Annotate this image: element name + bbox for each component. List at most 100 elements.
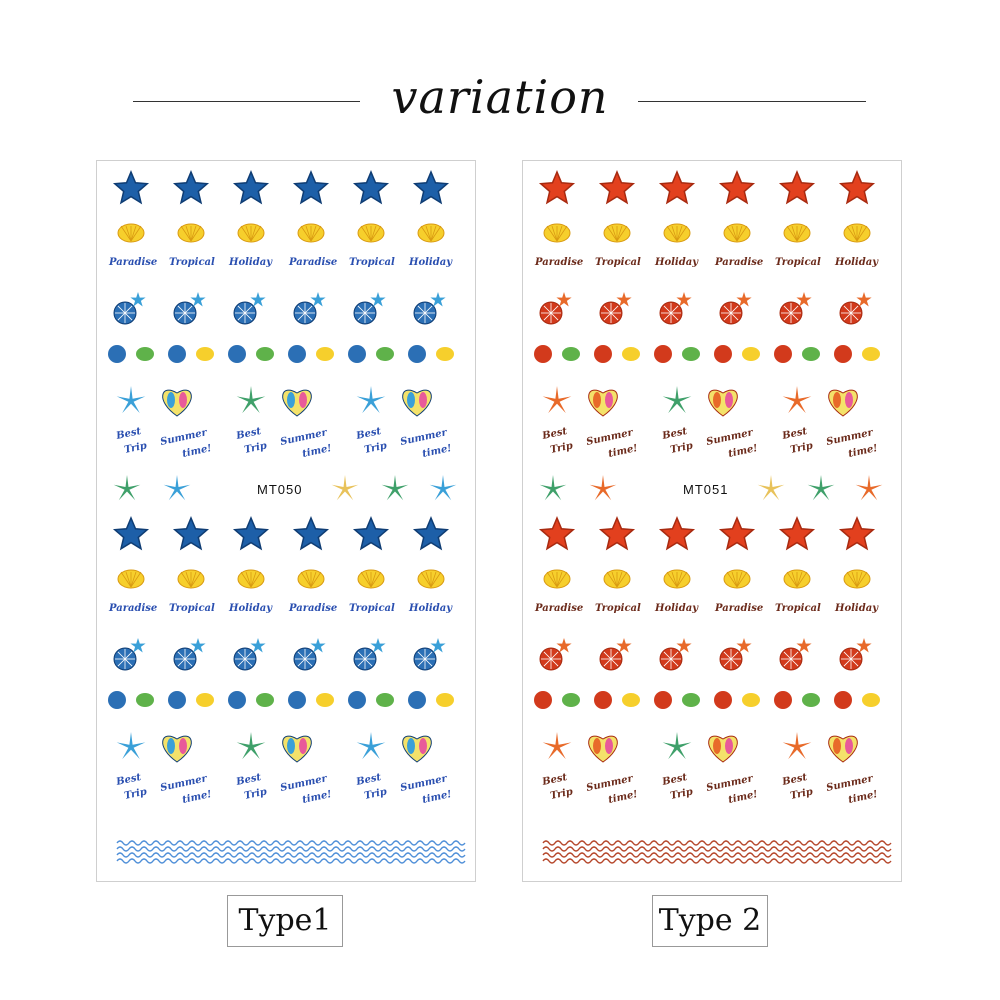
seashell-icon xyxy=(417,223,445,243)
starfish-icon xyxy=(538,170,576,205)
starfish-icon xyxy=(778,170,816,205)
starfish-icon xyxy=(236,386,266,414)
sea-urchin-icon xyxy=(659,638,692,671)
seashell-icon xyxy=(622,693,640,707)
sea-urchin-icon xyxy=(594,691,612,709)
sea-urchin-icon xyxy=(413,292,446,325)
sticker-word: Tropical xyxy=(775,257,821,268)
wave-border-icon xyxy=(542,840,892,864)
seashell-icon xyxy=(297,223,325,243)
sticker-word: Trip xyxy=(363,786,388,801)
seashell-icon xyxy=(783,223,811,243)
title-rule-right xyxy=(638,101,866,102)
seashell-icon xyxy=(316,347,334,361)
sticker-word: Best xyxy=(114,772,142,788)
sea-urchin-icon xyxy=(173,292,206,325)
sticker-word: Trip xyxy=(123,440,148,455)
sticker-sheet-type1: Paradise Tropical Holiday Paradise Tropical H… xyxy=(96,160,476,882)
sticker-word: Paradise xyxy=(714,257,763,268)
sticker-word: Paradise xyxy=(288,257,337,268)
seashell-icon xyxy=(543,223,571,243)
starfish-icon xyxy=(662,386,692,414)
starfish-icon xyxy=(412,516,450,551)
seashell-icon xyxy=(802,693,820,707)
starfish-icon xyxy=(598,516,636,551)
sea-urchin-icon xyxy=(233,292,266,325)
sticker-word: Holiday xyxy=(408,257,453,268)
starfish-icon xyxy=(172,516,210,551)
seashell-icon xyxy=(237,569,265,589)
sticker-word: Tropical xyxy=(169,257,215,268)
sticker-word: Paradise xyxy=(714,603,763,614)
sticker-word: Best xyxy=(660,772,688,788)
sticker-word: Paradise xyxy=(534,603,583,614)
sea-urchin-icon xyxy=(353,638,386,671)
seashell-icon xyxy=(742,693,760,707)
starfish-icon xyxy=(542,386,572,414)
wave-border-icon xyxy=(116,840,466,864)
seashell-icon xyxy=(316,693,334,707)
sea-urchin-icon xyxy=(168,345,186,363)
seashell-icon xyxy=(682,693,700,707)
seashell-icon xyxy=(357,223,385,243)
flip-flops-heart-icon xyxy=(402,735,432,763)
seashell-icon xyxy=(742,347,760,361)
sticker-word: Best xyxy=(114,426,142,442)
seashell-icon xyxy=(196,693,214,707)
sticker-sheet-type2: Paradise Tropical Holiday Paradise Tropical H… xyxy=(522,160,902,882)
sea-urchin-icon xyxy=(539,638,572,671)
starfish-icon xyxy=(292,170,330,205)
seashell-icon xyxy=(843,223,871,243)
sea-urchin-icon xyxy=(293,292,326,325)
type1-label: Type1 xyxy=(227,895,343,947)
starfish-icon xyxy=(778,516,816,551)
starfish-icon xyxy=(429,475,457,501)
sticker-word: Tropical xyxy=(349,603,395,614)
sticker-word: Best xyxy=(540,772,568,788)
sea-urchin-icon xyxy=(599,638,632,671)
sticker-word: Best xyxy=(234,772,262,788)
seashell-icon xyxy=(376,347,394,361)
sticker-word: Best xyxy=(354,426,382,442)
sea-urchin-icon xyxy=(779,292,812,325)
starfish-icon xyxy=(838,170,876,205)
starfish-icon xyxy=(112,170,150,205)
flip-flops-heart-icon xyxy=(828,389,858,417)
sticker-word: Tropical xyxy=(595,603,641,614)
seashell-icon xyxy=(663,569,691,589)
sticker-word: Paradise xyxy=(288,603,337,614)
sea-urchin-icon xyxy=(654,691,672,709)
flip-flops-heart-icon xyxy=(402,389,432,417)
sticker-word: time! xyxy=(847,443,878,460)
starfish-icon xyxy=(718,516,756,551)
seashell-icon xyxy=(783,569,811,589)
seashell-icon xyxy=(417,569,445,589)
sticker-word: Best xyxy=(780,426,808,442)
sticker-word: Trip xyxy=(363,440,388,455)
sticker-word: Tropical xyxy=(349,257,395,268)
starfish-icon xyxy=(658,170,696,205)
sea-urchin-icon xyxy=(834,691,852,709)
sticker-word: Trip xyxy=(549,440,574,455)
sticker-word: time! xyxy=(181,789,212,806)
sticker-word: Tropical xyxy=(595,257,641,268)
flip-flops-heart-icon xyxy=(828,735,858,763)
sea-urchin-icon xyxy=(108,345,126,363)
sea-urchin-icon xyxy=(348,345,366,363)
starfish-icon xyxy=(352,516,390,551)
sticker-word: Holiday xyxy=(228,257,273,268)
seashell-icon xyxy=(562,693,580,707)
seashell-icon xyxy=(603,223,631,243)
sticker-word: Paradise xyxy=(534,257,583,268)
seashell-icon xyxy=(256,347,274,361)
flip-flops-heart-icon xyxy=(162,735,192,763)
starfish-icon xyxy=(539,475,567,501)
starfish-icon xyxy=(236,732,266,760)
title-rule-left xyxy=(133,101,360,102)
sea-urchin-icon xyxy=(654,345,672,363)
seashell-icon xyxy=(723,569,751,589)
sea-urchin-icon xyxy=(288,691,306,709)
sea-urchin-icon xyxy=(228,345,246,363)
sea-urchin-icon xyxy=(599,292,632,325)
starfish-icon xyxy=(855,475,883,501)
